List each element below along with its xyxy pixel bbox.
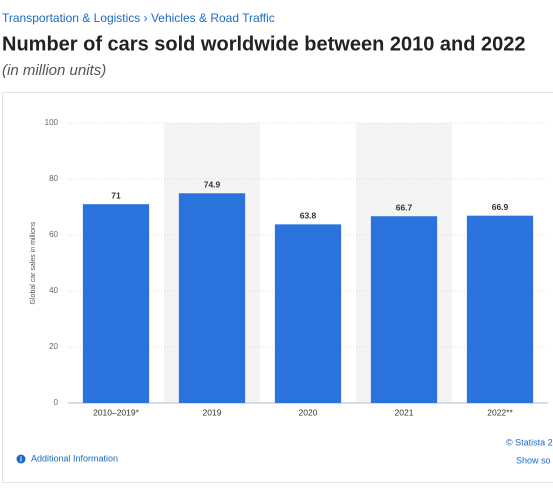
data-label: 74.9 [204, 180, 221, 190]
bar [178, 193, 246, 403]
y-tick-label: 60 [49, 230, 58, 239]
y-axis-title: Global car sales in millions [30, 221, 37, 304]
data-label: 71 [111, 190, 121, 200]
plot-area: 0 20 40 60 80 100 2010–2019* 71 2019 74.9 2020 63.8… [45, 118, 548, 417]
y-tick-label: 80 [49, 174, 58, 183]
page-title: Number of cars sold worldwide between 20… [2, 33, 526, 55]
info-icon-glyph: i [20, 456, 22, 463]
bar [274, 224, 342, 403]
additional-information-link[interactable]: Additional Information [31, 453, 118, 463]
x-tick-label: 2020 [299, 407, 318, 417]
bar [466, 215, 534, 403]
y-tick-label: 40 [49, 286, 58, 295]
bar [370, 216, 438, 403]
y-tick-label: 0 [54, 398, 59, 407]
source[interactable]: © Statista 2 [506, 437, 553, 447]
data-label: 66.9 [492, 202, 509, 212]
info-icon[interactable] [16, 454, 26, 464]
y-tick-label: 100 [45, 118, 59, 127]
x-tick-label: 2019 [203, 407, 222, 417]
x-tick-label: 2021 [395, 407, 414, 417]
data-label: 63.8 [300, 211, 317, 221]
subtitle: (in million units) [2, 62, 106, 79]
y-tick-label: 20 [49, 342, 58, 351]
show-source-link[interactable]: Show so [516, 455, 551, 465]
breadcrumb[interactable]: Transportation & Logistics › Vehicles & … [2, 11, 275, 25]
bar [82, 204, 150, 403]
data-label: 66.7 [396, 202, 413, 212]
x-tick-label: 2010–2019* [93, 407, 140, 417]
x-tick-label: 2022** [487, 407, 513, 417]
